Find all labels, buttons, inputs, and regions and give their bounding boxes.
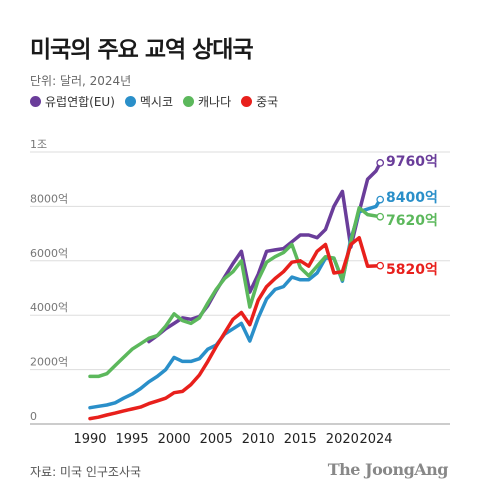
series-line	[88, 206, 382, 379]
legend-label: 중국	[256, 95, 279, 109]
x-tick-label: 2024	[359, 432, 392, 447]
legend-label: 멕시코	[139, 95, 174, 109]
legend-label: 캐나다	[198, 95, 232, 109]
y-tick-label: 1조	[30, 138, 47, 151]
legend-item-eu: 유럽연합(EU)	[30, 93, 115, 110]
x-tick-label: 2005	[200, 432, 233, 447]
legend-swatch	[124, 96, 136, 107]
series-end-label: 7620억	[386, 213, 438, 229]
chart-title: 미국의 주요 교역 상대국	[30, 37, 254, 63]
series-end-label: 9760억	[386, 154, 438, 170]
series-end-point	[376, 195, 385, 204]
series-end-point	[376, 159, 385, 167]
y-tick-label: 2000억	[30, 356, 68, 369]
x-tick-label: 2010	[242, 432, 275, 447]
legend-item-canada: 캐나다	[183, 93, 231, 110]
legend-item-mexico: 멕시코	[124, 93, 174, 110]
series-end-label: 8400억	[386, 190, 438, 206]
y-tick-label: 8000억	[30, 192, 68, 205]
series-end-point	[376, 212, 385, 221]
legend-swatch	[241, 96, 253, 107]
x-tick-label: 2020	[326, 432, 359, 447]
x-tick-label: 1995	[116, 432, 149, 447]
legend: 유럽연합(EU) 멕시코 캐나다 중국	[30, 93, 278, 110]
x-tick-label: 2000	[158, 432, 191, 447]
series-line	[147, 161, 382, 344]
legend-swatch	[30, 96, 41, 107]
series-end-point	[376, 261, 385, 270]
series-end-label: 5820억	[386, 262, 438, 278]
y-tick-label: 4000억	[30, 301, 68, 314]
unit-label: 단위: 달러, 2024년	[30, 74, 132, 88]
series-line	[88, 235, 382, 421]
y-tick-label: 0	[30, 410, 37, 423]
publisher-logo: The JoongAng	[327, 460, 449, 479]
legend-swatch	[183, 96, 195, 107]
x-tick-label: 1990	[73, 432, 106, 447]
series-line	[88, 197, 382, 410]
y-tick-label: 6000억	[30, 247, 68, 260]
legend-item-china: 중국	[241, 93, 278, 110]
x-tick-label: 2015	[284, 432, 317, 447]
source-note: 자료: 미국 인구조사국	[30, 465, 142, 479]
legend-label: 유럽연합(EU)	[45, 95, 115, 109]
